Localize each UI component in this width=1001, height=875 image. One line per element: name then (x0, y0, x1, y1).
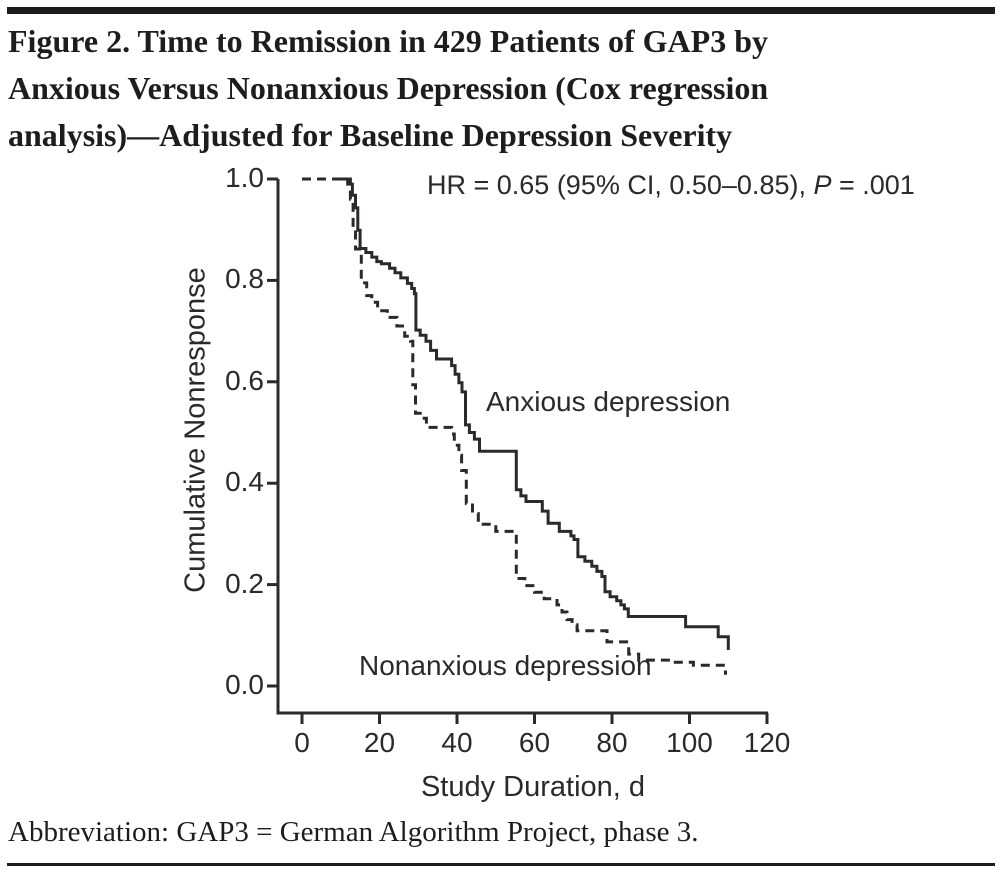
y-tick-label: 1.0 (225, 162, 264, 193)
x-axis-title: Study Duration, d (420, 771, 646, 803)
curve-label-anxious: Anxious depression (486, 386, 731, 417)
x-tick-label: 40 (441, 727, 473, 758)
hr-annotation: HR = 0.65 (95% CI, 0.50–0.85), P = .001 (427, 170, 915, 201)
x-tick-label: 20 (363, 727, 396, 758)
figure-title-line-1: Figure 2. Time to Remission in 429 Patie… (8, 23, 768, 59)
x-tick-label: 100 (666, 727, 713, 758)
y-axis-title: Cumulative Nonresponse (179, 267, 212, 593)
axis-spine (276, 179, 768, 715)
x-tick-label: 60 (518, 727, 551, 758)
curve-label-nonanxious: Nonanxious depression (359, 650, 652, 681)
hr-annotation-p: P (813, 170, 832, 200)
x-tick-label: 120 (743, 727, 791, 758)
figure-title: Figure 2. Time to Remission in 429 Patie… (8, 18, 988, 159)
y-tick-label: 0.6 (225, 364, 264, 396)
nonanxious-depression-curve (302, 177, 727, 675)
abbreviation-footnote: Abbreviation: GAP3 = German Algorithm Pr… (8, 816, 699, 848)
figure-title-line-2: Anxious Versus Nonanxious Depression (Co… (8, 70, 769, 106)
y-tick-label: 0.0 (225, 669, 264, 700)
y-tick-label: 0.4 (225, 466, 264, 498)
x-tick-label: 0 (294, 727, 310, 758)
top-rule (7, 7, 995, 14)
hr-annotation-prefix: HR = 0.65 (95% CI, 0.50–0.85), (427, 170, 814, 200)
x-tick-label: 80 (596, 727, 628, 758)
figure-title-line-3: analysis)—Adjusted for Baseline Depressi… (8, 117, 733, 153)
y-tick-label: 0.8 (225, 263, 264, 295)
hr-annotation-suffix: = .001 (831, 170, 915, 200)
bottom-rule (7, 863, 995, 866)
y-tick-label: 0.2 (225, 567, 264, 599)
